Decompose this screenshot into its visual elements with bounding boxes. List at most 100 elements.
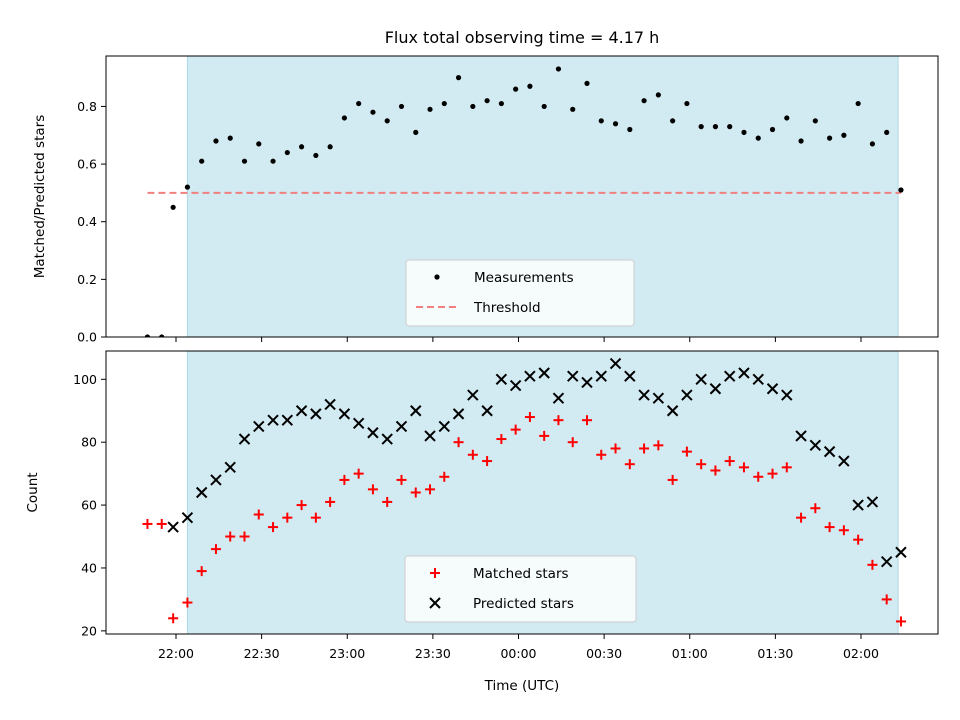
matched-star-point <box>439 471 450 482</box>
matched-star-point <box>639 443 650 454</box>
measurement-point <box>841 132 847 138</box>
predicted-star-point <box>495 373 508 386</box>
matched-star-point <box>696 459 707 470</box>
matched-star-point <box>196 566 207 577</box>
predicted-star-point <box>609 357 622 370</box>
matched-star-point <box>425 484 436 495</box>
matched-star-point <box>396 474 407 485</box>
predicted-star-point <box>238 433 251 445</box>
matched-star-point <box>710 465 721 476</box>
predicted-star-point <box>167 521 179 533</box>
chart-title: Flux total observing time = 4.17 h <box>385 28 660 47</box>
measurement-point <box>670 118 676 124</box>
matched-star-point <box>467 449 478 460</box>
ratio-legend: Measurements Threshold <box>405 259 635 327</box>
x-tick-label: 01:30 <box>757 646 793 661</box>
predicted-star-point <box>310 408 322 420</box>
measurement-point <box>655 92 661 98</box>
matched-star-point <box>268 522 279 533</box>
predicted-star-point <box>424 430 436 442</box>
matched-star-point <box>282 512 293 523</box>
count-y-tick-label: 60 <box>81 498 97 513</box>
predicted-star-point <box>524 370 536 382</box>
predicted-star-point <box>395 420 408 433</box>
matched-star-point <box>667 474 678 485</box>
count-plot-frame <box>105 350 939 635</box>
count-y-tick-label: 20 <box>81 623 97 638</box>
predicted-star-point <box>666 405 679 417</box>
measurement-point <box>827 135 833 141</box>
legend-predicted-marker <box>429 597 441 609</box>
matched-star-point <box>895 616 906 627</box>
predicted-star-point <box>210 474 222 486</box>
matched-star-point <box>253 509 264 520</box>
measurement-point <box>555 66 562 72</box>
predicted-star-point <box>809 439 822 452</box>
matched-star-point <box>767 468 778 479</box>
matched-star-point <box>182 597 193 608</box>
measurement-point <box>584 80 590 86</box>
matched-star-point <box>653 440 664 451</box>
measurement-point <box>356 100 362 107</box>
predicted-star-point <box>338 408 351 420</box>
measurement-point <box>570 106 576 112</box>
matched-star-point <box>738 462 749 473</box>
legend-predicted-label: Predicted stars <box>473 596 574 612</box>
measurement-point <box>341 115 347 121</box>
matched-star-point <box>810 503 821 514</box>
predicted-star-point <box>681 389 693 401</box>
predicted-star-point <box>624 370 636 382</box>
matched-star-point <box>496 434 507 445</box>
matched-star-point <box>838 525 849 536</box>
count-panel: 20 40 60 80 100 22:00 22:30 23:00 23:30 00:00 00:… <box>25 350 939 694</box>
predicted-star-point <box>838 455 850 467</box>
predicted-star-point <box>481 405 493 417</box>
measurement-point <box>256 141 262 147</box>
predicted-star-point <box>795 430 807 442</box>
predicted-star-point <box>567 370 579 382</box>
legend-threshold-label: Threshold <box>473 300 541 316</box>
measurement-point <box>741 129 747 135</box>
predicted-star-point <box>709 383 722 395</box>
ratio-y-tick-label: 0.4 <box>77 214 97 229</box>
ratio-y-tick-label: 0.2 <box>77 272 97 287</box>
x-tick-label: 01:00 <box>672 646 708 661</box>
measurement-point <box>427 106 433 112</box>
measurement-point <box>441 100 447 107</box>
x-tick-label: 00:30 <box>586 646 622 661</box>
x-tick-label: 23:30 <box>415 646 451 661</box>
measurement-point <box>513 86 519 92</box>
x-axis-label: Time (UTC) <box>484 678 560 694</box>
matched-star-point <box>367 484 378 495</box>
legend-matched-marker <box>430 568 440 578</box>
matched-star-point <box>510 424 521 435</box>
matched-star-point <box>582 415 592 426</box>
legend-matched-label: Matched stars <box>473 566 569 582</box>
matched-star-point <box>156 518 167 529</box>
predicted-star-point <box>224 461 236 474</box>
ratio-legend-box <box>405 259 635 327</box>
measurement-point <box>855 100 861 107</box>
predicted-star-point <box>766 383 779 395</box>
predicted-star-point <box>652 392 665 404</box>
ratio-y-axis-label: Matched/Predicted stars <box>32 115 48 278</box>
measurement-point <box>527 83 533 89</box>
x-tick-label: 22:00 <box>158 646 194 661</box>
matched-star-point <box>567 437 578 448</box>
measurement-point <box>370 109 376 115</box>
measurement-point <box>798 138 804 144</box>
predicted-star-point <box>595 370 607 382</box>
matched-star-point <box>210 544 221 555</box>
matched-star-point <box>753 471 764 482</box>
measurement-point <box>612 121 619 127</box>
measurement-point <box>484 98 490 104</box>
predicted-star-point <box>895 546 907 558</box>
count-y-axis-label: Count <box>25 472 41 512</box>
measurement-point <box>398 103 405 110</box>
measurement-point <box>869 141 876 147</box>
predicted-star-point <box>352 417 365 430</box>
measurement-point <box>144 334 151 337</box>
predicted-star-point <box>467 389 479 401</box>
measurement-point <box>227 135 233 141</box>
x-tick-label: 02:00 <box>843 646 879 661</box>
